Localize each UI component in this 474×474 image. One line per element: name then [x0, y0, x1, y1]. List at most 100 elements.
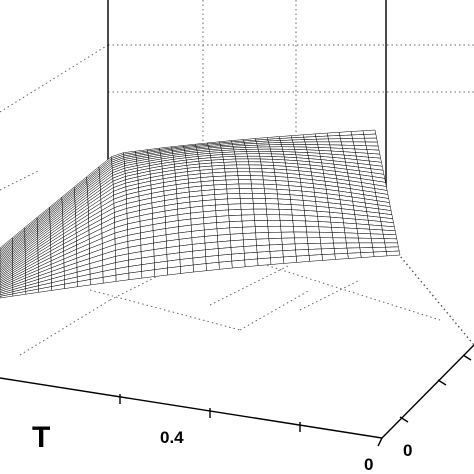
surface-cell — [215, 204, 229, 211]
surface-cell — [227, 203, 242, 211]
surface-cell — [253, 214, 268, 221]
surface-cell — [238, 179, 252, 185]
surface-cell — [359, 247, 374, 253]
surface-cell — [331, 227, 346, 234]
surface-cell — [231, 252, 245, 262]
surface-cell — [386, 250, 401, 257]
surface-cell — [154, 267, 168, 277]
surface-cell — [264, 193, 279, 200]
surface-cell — [237, 175, 252, 180]
surface-cell — [304, 210, 318, 217]
surface-cell — [215, 215, 230, 223]
surface-cell — [255, 232, 270, 240]
surface-cell — [263, 183, 278, 190]
surface-cell — [257, 146, 271, 150]
surface-cell — [268, 144, 283, 148]
surface-cell — [308, 254, 323, 262]
surface-cell — [251, 188, 266, 194]
surface-cell — [344, 232, 359, 239]
surface-cell — [238, 183, 253, 189]
surface-cell — [226, 183, 240, 190]
surface-cell — [248, 164, 263, 169]
surface-cell — [360, 251, 375, 258]
surface-cell — [344, 227, 358, 234]
surface-cell — [304, 215, 319, 222]
surface-cell — [321, 248, 336, 255]
surface-cell — [292, 220, 307, 227]
surface-cell — [317, 221, 332, 228]
surface-cell — [268, 231, 282, 239]
surface-cell — [251, 183, 265, 190]
surface-cell — [266, 214, 281, 221]
surface-cell — [269, 250, 284, 259]
surface-cell — [340, 141, 355, 146]
surface-cell — [230, 246, 245, 255]
surface-cell — [362, 129, 377, 135]
surface-cell — [277, 193, 291, 200]
surface-cell — [333, 242, 348, 249]
surface-cell — [278, 203, 292, 210]
surface-cell — [295, 249, 310, 257]
surface-cell — [281, 237, 296, 245]
surface-cell — [250, 179, 265, 185]
surface-cell — [330, 221, 345, 229]
surface-cell — [294, 237, 309, 245]
surface-cell — [241, 220, 256, 228]
surface-cell — [254, 220, 269, 227]
surface-cell — [229, 220, 243, 229]
surface-cell — [257, 148, 272, 152]
surface-cell — [333, 247, 348, 255]
surface-cell — [270, 256, 285, 265]
surface-cell — [205, 262, 220, 271]
surface-cell — [227, 198, 241, 205]
surface-cell — [328, 138, 342, 143]
surface-cell — [243, 238, 257, 247]
surface-cell — [216, 221, 230, 230]
surface-cell — [345, 237, 360, 244]
surface-cell — [226, 188, 241, 195]
surface-cell — [346, 242, 361, 249]
surface-cell — [224, 167, 238, 173]
surface-cell — [240, 208, 255, 216]
surface-cell — [328, 141, 343, 146]
surface-cell — [269, 244, 284, 252]
surface-cell — [228, 209, 242, 216]
surface-cell — [319, 231, 334, 239]
surface-cell — [291, 209, 306, 216]
surface-cell — [306, 231, 321, 239]
surface-cell — [292, 141, 306, 145]
surface-cell — [167, 266, 181, 276]
surface-cell — [253, 208, 268, 216]
surface-cell — [327, 135, 341, 140]
surface-cell — [295, 255, 310, 263]
surface-cell — [236, 167, 251, 173]
surface-cell — [320, 242, 335, 250]
surface-cell — [373, 251, 388, 257]
surface-cell — [280, 231, 295, 239]
surface-cell — [316, 138, 330, 143]
surface-cell — [370, 233, 385, 239]
surface-cell — [369, 228, 384, 235]
surface-cell — [280, 141, 294, 145]
surface-cell — [250, 175, 264, 181]
surface-cell — [339, 134, 353, 139]
surface-cell — [257, 257, 272, 266]
surface-cell — [304, 138, 318, 143]
surface-cell — [242, 232, 257, 241]
surface-cell — [317, 216, 332, 223]
surface-cell — [237, 171, 251, 176]
surface-cell — [371, 242, 386, 248]
surface-cell — [305, 226, 320, 233]
surface-cell — [214, 198, 229, 206]
surface-cell — [248, 161, 262, 166]
surface-cell — [266, 208, 280, 216]
surface-cell — [267, 225, 282, 233]
surface-cell — [383, 238, 398, 244]
x-tick-label: 0.4 — [160, 428, 184, 447]
surface-cell — [249, 167, 263, 173]
surface-cell — [256, 244, 271, 253]
surface-cell — [225, 175, 239, 181]
surface-cell — [382, 229, 397, 236]
surface-cell — [363, 133, 377, 139]
